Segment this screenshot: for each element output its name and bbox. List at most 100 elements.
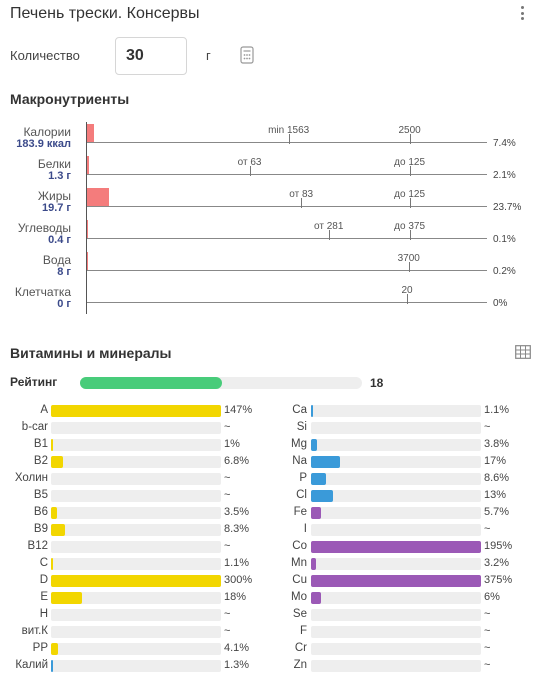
quantity-input[interactable] xyxy=(115,37,187,75)
macro-tick xyxy=(408,262,410,272)
calculator-icon[interactable] xyxy=(240,46,254,64)
nutrient-fill xyxy=(51,643,58,655)
nutrient-row: PP 4.1% xyxy=(0,642,542,656)
nutrient-percent: ~ xyxy=(484,659,491,671)
nutrient-name: Zn xyxy=(293,659,307,671)
macro-tick-label: до 375 xyxy=(394,221,426,232)
macro-tick xyxy=(249,166,251,176)
macro-tick-label: 20 xyxy=(401,285,413,296)
macro-tick-label: до 125 xyxy=(394,157,426,168)
nutrient-name: Co xyxy=(292,540,307,552)
nutrient-track xyxy=(51,507,221,519)
nutrient-name: Холин xyxy=(14,472,48,484)
macro-name: Углеводы xyxy=(17,221,71,235)
macro-percent: 0.2% xyxy=(493,266,516,277)
macro-tick-label: от 83 xyxy=(289,189,314,200)
nutrient-row: Cu 375% xyxy=(0,574,542,588)
nutrient-percent: ~ xyxy=(224,489,231,501)
macro-row: Калории 183.9 ккал min 1563 2500 7.4% xyxy=(0,118,542,150)
nutrient-row: D 300% xyxy=(0,574,542,588)
nutrient-track xyxy=(311,660,481,672)
nutrient-name: вит.К xyxy=(21,625,48,637)
macro-row: Вода 8 г 3700 0.2% xyxy=(0,246,542,278)
nutrient-percent: ~ xyxy=(224,608,231,620)
nutrient-percent: ~ xyxy=(224,421,231,433)
macro-row: Клетчатка 0 г 20 0% xyxy=(0,278,542,310)
nutrient-name: A xyxy=(40,404,48,416)
nutrient-track xyxy=(51,473,221,485)
nutrient-percent: ~ xyxy=(484,642,491,654)
nutrient-row: B5 ~ xyxy=(0,489,542,503)
nutrient-row: B9 8.3% xyxy=(0,523,542,537)
macro-row: Углеводы 0.4 г от 281 до 375 0.1% xyxy=(0,214,542,246)
macro-tick-label: 2500 xyxy=(398,125,421,136)
nutrient-name: Ca xyxy=(292,404,307,416)
nutrient-percent: 3.5% xyxy=(224,506,250,518)
nutrient-percent: 17% xyxy=(484,455,507,467)
nutrient-fill xyxy=(51,575,221,587)
nutrient-row: Mg 3.8% xyxy=(0,438,542,452)
nutrient-row: Fe 5.7% xyxy=(0,506,542,520)
macro-tick xyxy=(409,230,411,240)
nutrient-fill xyxy=(311,592,322,604)
nutrient-fill xyxy=(51,456,63,468)
nutrient-name: B2 xyxy=(33,455,48,467)
nutrient-track xyxy=(51,456,221,468)
nutrient-percent: 147% xyxy=(224,404,253,416)
nutrient-track xyxy=(311,456,481,468)
nutrient-row: Se ~ xyxy=(0,608,542,622)
macro-tick xyxy=(409,198,411,208)
macro-value: 1.3 г xyxy=(48,170,71,182)
nutrient-row: Cr ~ xyxy=(0,642,542,656)
macro-name: Белки xyxy=(37,157,71,171)
macro-bar xyxy=(87,188,109,206)
nutrient-row: Cl 13% xyxy=(0,489,542,503)
nutrient-row: Mo 6% xyxy=(0,591,542,605)
macro-percent: 0% xyxy=(493,298,508,309)
macro-tick xyxy=(409,134,411,144)
macro-value: 0 г xyxy=(57,298,71,310)
macro-name: Клетчатка xyxy=(14,285,71,299)
macro-tick xyxy=(301,198,303,208)
table-view-icon[interactable] xyxy=(515,345,531,359)
nutrient-row: Zn ~ xyxy=(0,659,542,673)
nutrient-fill xyxy=(51,507,57,519)
rating-label: Рейтинг xyxy=(10,375,58,389)
nutrient-fill xyxy=(311,558,317,570)
macro-bar xyxy=(87,220,88,238)
macro-baseline xyxy=(87,270,487,271)
nutrient-track xyxy=(311,592,481,604)
nutrient-name: Si xyxy=(296,421,307,433)
nutrient-fill xyxy=(51,524,66,536)
nutrient-row: P 8.6% xyxy=(0,472,542,486)
nutrient-percent: 375% xyxy=(484,574,513,586)
macro-name: Калории xyxy=(23,125,71,139)
nutrient-row: Na 17% xyxy=(0,455,542,469)
nutrient-name: B1 xyxy=(33,438,48,450)
macro-bar xyxy=(87,124,94,142)
nutrient-track xyxy=(311,524,481,536)
nutrient-fill xyxy=(311,405,313,417)
macro-name: Вода xyxy=(42,253,71,267)
nutrient-track xyxy=(51,592,221,604)
macro-baseline xyxy=(87,302,487,303)
nutrient-track xyxy=(311,490,481,502)
nutrient-track xyxy=(311,439,481,451)
nutrient-name: Cl xyxy=(296,489,307,501)
nutrient-percent: 18% xyxy=(224,591,247,603)
nutrient-track xyxy=(51,609,221,621)
nutrient-fill xyxy=(51,592,82,604)
nutrient-track xyxy=(51,524,221,536)
macro-chart: Калории 183.9 ккал min 1563 2500 7.4% Белки 1.… xyxy=(0,118,542,318)
nutrient-percent: ~ xyxy=(224,540,231,552)
nutrient-row: вит.К ~ xyxy=(0,625,542,639)
nutrient-row: A 147% xyxy=(0,404,542,418)
nutrient-name: B6 xyxy=(33,506,48,518)
nutrient-row: Калий 1.3% xyxy=(0,659,542,673)
nutrient-track xyxy=(51,626,221,638)
nutrient-percent: 1% xyxy=(224,438,240,450)
more-menu-icon[interactable] xyxy=(516,4,528,22)
nutrient-percent: ~ xyxy=(484,608,491,620)
nutrient-name: Cr xyxy=(294,642,307,654)
nutrient-track xyxy=(51,558,221,570)
